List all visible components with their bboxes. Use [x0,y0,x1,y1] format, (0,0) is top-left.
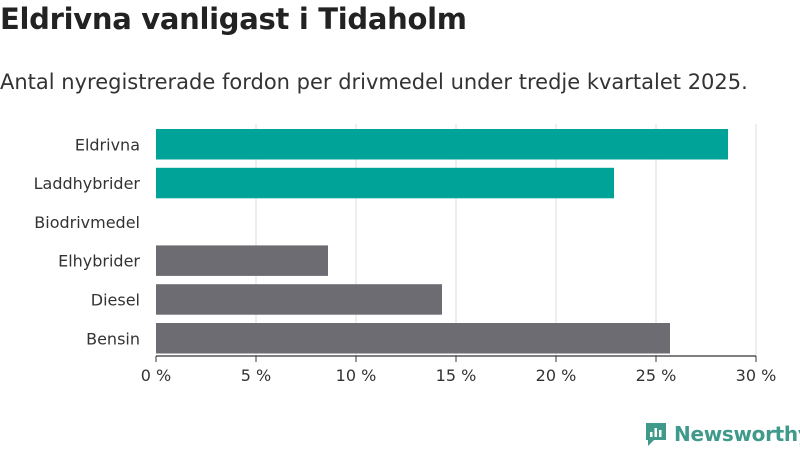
bar [156,129,728,160]
newsworthy-logo-icon [646,423,666,446]
bar [156,167,614,199]
x-tick-label: 0 % [141,366,171,385]
x-tick-label: 5 % [241,366,271,385]
x-tick-label: 10 % [336,366,377,385]
chart-title: Eldrivna vanligast i Tidaholm [0,2,467,36]
category-label: Eldrivna [75,135,140,154]
x-tick-label: 20 % [536,366,577,385]
category-labels: Eldrivna Laddhybrider Biodrivmedel Elhybrid… [34,135,141,348]
category-label: Biodrivmedel [34,213,140,232]
brand-name: Newsworthy [674,422,800,446]
bar [156,323,670,354]
x-tick-label: 15 % [436,366,477,385]
category-label: Diesel [91,290,140,309]
newsworthy-brand: Newsworthy [644,420,800,448]
category-label: Elhybrider [58,252,140,271]
x-axis: 0 % 5 % 10 % 15 % 20 % 25 % 30 % [141,355,777,385]
x-tick-label: 30 % [736,366,777,385]
x-tick-label: 25 % [636,366,677,385]
category-label: Bensin [86,329,140,348]
bar [156,245,328,276]
chart-subtitle: Antal nyregistrerade fordon per drivmede… [0,70,748,94]
bar [156,284,442,315]
bars [156,129,728,354]
category-label: Laddhybrider [34,174,141,193]
grid-lines [255,124,757,356]
